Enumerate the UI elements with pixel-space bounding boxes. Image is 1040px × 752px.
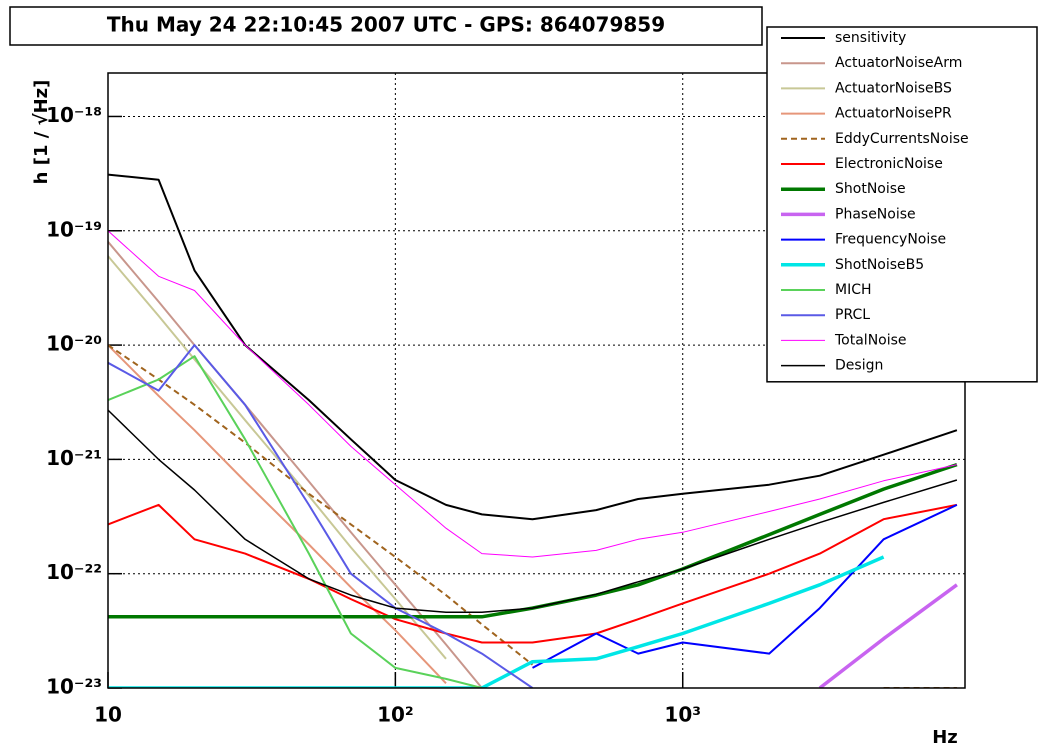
legend-label: MICH [835, 282, 872, 298]
lines [108, 173, 958, 688]
legend-label: PRCL [835, 307, 870, 323]
legend-label: TotalNoise [834, 332, 907, 348]
series-line [108, 355, 483, 688]
series-line [818, 583, 958, 688]
series-line [532, 503, 958, 669]
y-tick-label: 10⁻²² [46, 560, 102, 584]
legend-label: PhaseNoise [835, 206, 916, 222]
series-line [108, 173, 958, 521]
legend-label: ShotNoiseB5 [835, 257, 924, 273]
series-line [108, 503, 958, 644]
series-line [108, 344, 447, 684]
series-line [108, 462, 958, 619]
legend-label: ActuatorNoiseBS [835, 80, 952, 96]
legend-label: ActuatorNoisePR [835, 106, 952, 122]
x-tick-label: 10³ [664, 703, 701, 727]
legend-label: sensitivity [835, 30, 906, 46]
series-line [108, 230, 958, 558]
series-line [108, 409, 958, 613]
x-tick-label: 10 [94, 703, 122, 727]
legend-box [766, 26, 1038, 383]
chart-title: Thu May 24 22:10:45 2007 UTC - GPS: 8640… [107, 13, 665, 37]
x-axis-label: Hz [932, 727, 958, 748]
series-line [108, 344, 957, 688]
legend-label: ActuatorNoiseArm [835, 55, 962, 71]
title-box [9, 6, 763, 46]
y-tick-label: 10⁻¹⁹ [46, 217, 102, 241]
y-tick-label: 10⁻²⁰ [46, 332, 102, 356]
series-line [108, 255, 447, 660]
y-tick-label: 10⁻²³ [46, 675, 102, 699]
x-tick-label: 10² [377, 703, 414, 727]
legend-label: ShotNoise [835, 181, 906, 197]
legend-label: Design [835, 358, 883, 374]
legend-label: EddyCurrentsNoise [835, 131, 969, 147]
legend-label: ElectronicNoise [835, 156, 943, 172]
y-tick-label: 10⁻¹⁸ [46, 103, 102, 127]
series-line [108, 555, 885, 688]
y-tick-label: 10⁻²¹ [46, 446, 102, 470]
y-axis-label: h [1 / √Hz] [31, 80, 52, 185]
legend: sensitivity ActuatorNoiseArm ActuatorNoise… [766, 26, 1038, 383]
legend-label: FrequencyNoise [835, 232, 946, 248]
series-line [108, 344, 534, 688]
